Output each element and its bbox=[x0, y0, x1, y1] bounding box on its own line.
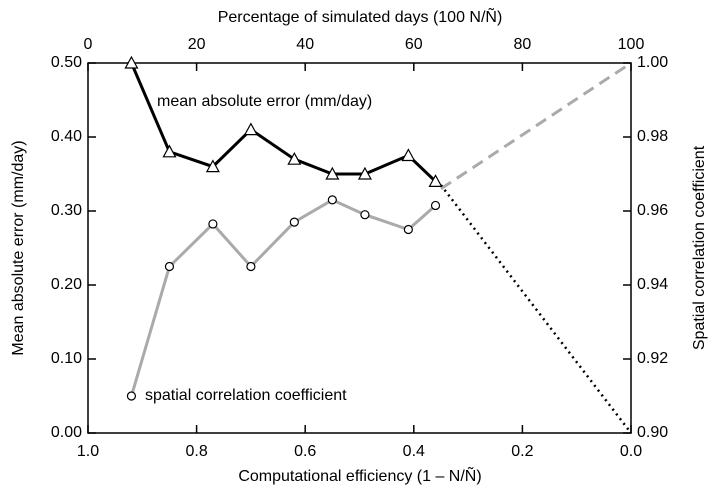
y2-axis-title: Spatial correlation coefficient bbox=[691, 145, 708, 350]
y2-tick-label: 0.92 bbox=[637, 350, 668, 367]
x-tick-label: 0.6 bbox=[294, 443, 316, 460]
x-tick-label: 0.8 bbox=[185, 443, 207, 460]
triangle-marker bbox=[124, 55, 139, 69]
circle-marker bbox=[246, 261, 256, 272]
circle-marker bbox=[208, 219, 218, 229]
triangle-marker bbox=[357, 166, 372, 180]
series-line bbox=[130, 198, 437, 397]
series-line bbox=[130, 62, 437, 183]
y-axis-title: Mean absolute error (mm/day) bbox=[10, 140, 27, 355]
x-tick-label: 1.0 bbox=[77, 443, 99, 460]
circle-marker bbox=[360, 210, 370, 220]
y2-tick-label: 0.96 bbox=[637, 202, 668, 219]
circle-marker bbox=[289, 217, 299, 227]
triangle-marker bbox=[287, 151, 302, 165]
top-axis-title: Percentage of simulated days (100 N/Ñ) bbox=[218, 6, 503, 26]
triangle-marker bbox=[401, 148, 416, 162]
extrapolation-line bbox=[440, 61, 632, 191]
extrapolation-line bbox=[439, 184, 632, 434]
x-tick-label: 0.4 bbox=[403, 443, 425, 460]
x2-tick-label: 100 bbox=[618, 36, 645, 53]
circle-marker bbox=[126, 391, 137, 401]
y-tick-label: 0.40 bbox=[51, 128, 82, 145]
y-tick-label: 0.20 bbox=[51, 276, 82, 293]
triangle-marker bbox=[428, 174, 443, 187]
y-tick-label: 0.00 bbox=[51, 424, 82, 441]
y2-tick-label: 0.98 bbox=[637, 128, 668, 145]
circle-marker bbox=[327, 195, 337, 205]
x2-tick-label: 0 bbox=[84, 36, 93, 53]
x2-tick-label: 60 bbox=[405, 36, 423, 53]
x2-tick-label: 80 bbox=[514, 36, 532, 53]
x-tick-label: 0.0 bbox=[620, 443, 642, 460]
y-tick-label: 0.10 bbox=[51, 350, 82, 367]
y2-tick-label: 0.94 bbox=[637, 276, 668, 293]
x-tick-label: 0.2 bbox=[511, 443, 533, 460]
triangle-marker bbox=[205, 159, 220, 173]
x2-tick-label: 40 bbox=[296, 36, 314, 53]
circle-marker bbox=[164, 261, 175, 272]
triangle-marker bbox=[243, 122, 258, 136]
circle-marker bbox=[430, 200, 441, 211]
y2-tick-label: 1.00 bbox=[637, 54, 668, 71]
circle-marker bbox=[403, 224, 413, 235]
y-tick-label: 0.50 bbox=[51, 54, 82, 71]
x-axis-title: Computational efficiency (1 – N/Ñ) bbox=[238, 465, 481, 485]
x2-tick-label: 20 bbox=[188, 36, 206, 53]
triangle-marker bbox=[162, 144, 177, 158]
triangle-marker bbox=[325, 166, 340, 180]
plot-frame bbox=[87, 62, 632, 434]
y2-tick-label: 0.90 bbox=[637, 424, 668, 441]
series-label: mean absolute error (mm/day) bbox=[157, 93, 372, 110]
series-label: spatial correlation coefficient bbox=[145, 387, 347, 404]
y-tick-label: 0.30 bbox=[51, 202, 82, 219]
